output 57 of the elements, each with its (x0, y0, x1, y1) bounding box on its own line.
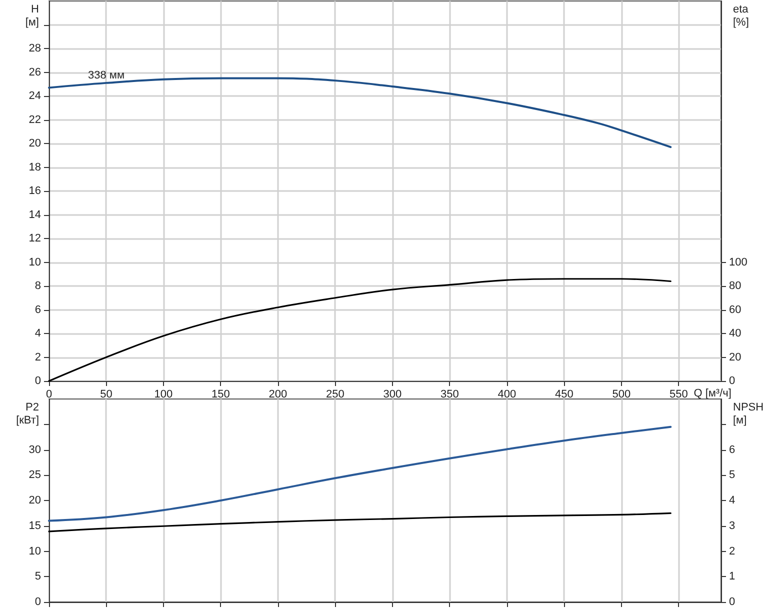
x-axis-title: Q [м³/ч] (694, 388, 732, 400)
y-tick-label: 24 (28, 90, 41, 102)
y2-tick-label: 100 (729, 256, 748, 268)
y2-axis-title: eta [%] (733, 4, 750, 28)
y-tick-label: 8 (34, 280, 41, 292)
line-series (48, 278, 672, 382)
x-tick-label: 350 (440, 388, 459, 400)
y-tick-label: 10 (28, 256, 41, 268)
x-tick-label: 150 (212, 388, 230, 400)
y2-tick-label: 0 (729, 375, 736, 387)
y2-tick-label: 2 (729, 545, 736, 558)
y2-tick-label: 40 (729, 328, 742, 340)
y2-tick-label: 3 (729, 520, 736, 532)
y-tick-label: 28 (28, 42, 41, 54)
y2-tick-label: 20 (729, 351, 742, 364)
x-tick-label: 500 (612, 388, 631, 400)
y-tick-label: 2 (34, 351, 41, 364)
y-tick-label: 4 (34, 328, 41, 340)
x-tick-label: 450 (554, 388, 574, 400)
x-tick-label: 50 (100, 388, 112, 400)
x-tick-label: 250 (326, 388, 344, 400)
line-series (48, 77, 672, 148)
y-tick-label: 0 (34, 596, 41, 608)
y-tick-label: 30 (28, 444, 41, 456)
y-tick-label: 18 (28, 161, 41, 174)
y-axis-title: H [м] (25, 4, 40, 28)
y-tick-label: 12 (28, 232, 41, 244)
y2-tick-label: 6 (729, 444, 736, 456)
y2-tick-label: 60 (729, 304, 742, 316)
y-tick-label: 6 (34, 304, 41, 316)
annotation: 338 мм (88, 69, 125, 82)
x-tick-label: 0 (46, 388, 52, 400)
y-tick-label: 26 (28, 66, 41, 78)
y-tick-label: 0 (34, 375, 41, 387)
y-tick-label: 14 (28, 208, 41, 221)
line-series (48, 426, 672, 522)
y-tick-label: 16 (28, 185, 41, 197)
y-tick-label: 25 (28, 469, 41, 482)
x-tick-label: 100 (154, 388, 173, 400)
x-tick-label: 400 (498, 388, 516, 400)
x-tick-label: 550 (669, 388, 688, 400)
x-tick-label: 200 (268, 388, 288, 400)
y-tick-label: 20 (28, 138, 41, 150)
y2-tick-label: 1 (729, 570, 736, 583)
y-tick-label: 22 (28, 114, 41, 126)
y-axis-title: P2 [кВт] (16, 402, 39, 426)
y2-tick-label: 4 (729, 494, 736, 506)
y-tick-label: 20 (28, 494, 41, 506)
y-tick-label: 5 (34, 570, 41, 583)
y2-tick-label: 5 (729, 469, 736, 482)
y2-tick-label: 80 (729, 280, 742, 292)
line-series (48, 512, 672, 532)
x-tick-label: 300 (383, 388, 402, 400)
y2-tick-label: 0 (729, 596, 736, 608)
y2-axis-title: NPSH [м] (733, 402, 764, 426)
y-tick-label: 10 (28, 545, 41, 558)
y-tick-label: 15 (28, 520, 41, 532)
